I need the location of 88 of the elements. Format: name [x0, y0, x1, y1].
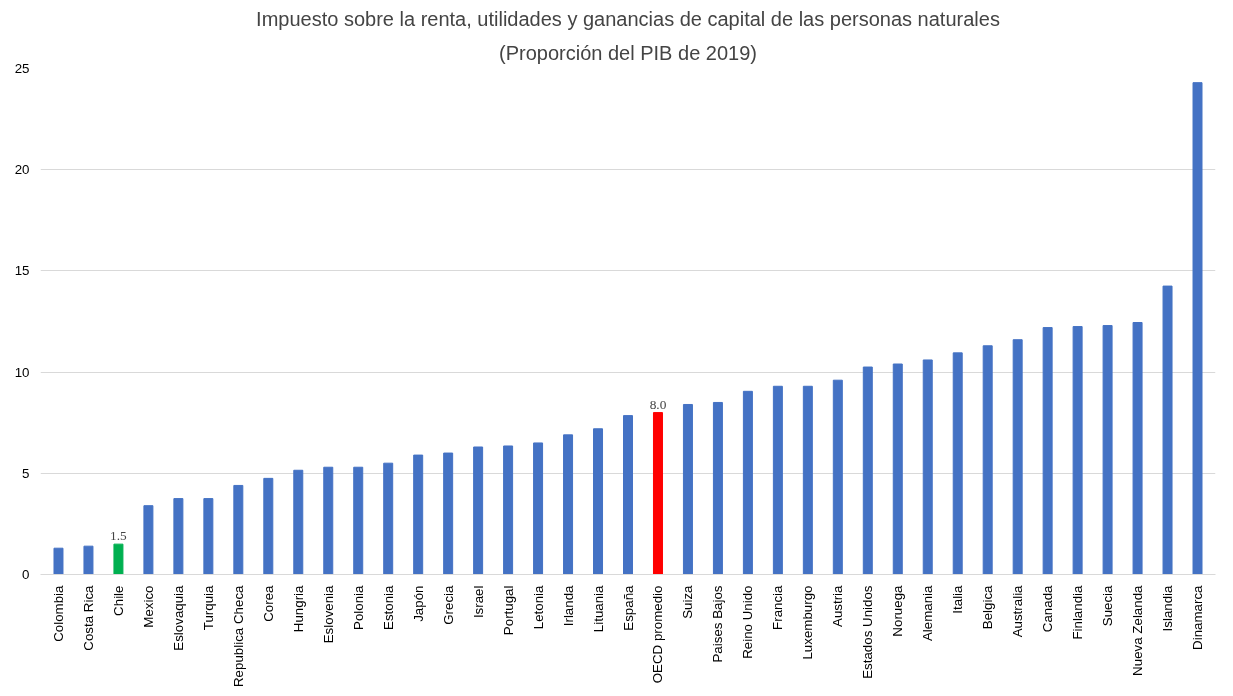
- x-tick-label: España: [620, 584, 636, 631]
- x-tick-label: Austria: [830, 584, 846, 627]
- x-tick-label: Costa Rica: [80, 584, 96, 651]
- bar: [772, 385, 783, 575]
- bar: [413, 454, 424, 575]
- bar: [682, 403, 693, 575]
- bar: [1132, 322, 1143, 575]
- bar: [503, 445, 514, 575]
- bar: [563, 434, 574, 575]
- x-tick-label: Luxemburgo: [800, 585, 816, 660]
- x-tick-label: Estados Unidos: [860, 585, 876, 679]
- x-tick-label: Republica Checa: [230, 584, 246, 687]
- x-tick-label: Paises Bajos: [710, 585, 726, 663]
- bar: [113, 543, 124, 575]
- chart-subtitle: (Proporción del PIB de 2019): [499, 41, 757, 64]
- bar: [593, 428, 604, 575]
- bar: [263, 477, 274, 575]
- x-tick-label: Estonia: [380, 584, 396, 630]
- x-tick-label: Canada: [1040, 584, 1056, 633]
- x-tick-label: Chile: [110, 585, 126, 616]
- bar: [712, 401, 723, 575]
- x-tick-label: Dinamarca: [1190, 584, 1206, 650]
- chart-title: Impuesto sobre la renta, utilidades y ganancias de capital de las personas naturales: [256, 7, 1000, 30]
- bar: [922, 359, 933, 575]
- x-tick-label: Letonia: [530, 584, 546, 630]
- x-tick-label: Italia: [950, 584, 966, 614]
- bar: [1072, 326, 1083, 575]
- y-tick-label: 20: [14, 162, 30, 178]
- bar: [982, 345, 993, 575]
- x-tick-label: Mexico: [140, 585, 156, 628]
- x-tick-label: Suecia: [1100, 584, 1116, 627]
- y-tick-label: 0: [22, 567, 30, 582]
- bar: [802, 385, 813, 575]
- bar: [1042, 327, 1053, 575]
- x-tick-label: Reino Unido: [740, 585, 756, 659]
- bar: [832, 379, 843, 575]
- x-tick-label: Polonia: [350, 584, 366, 630]
- bar: [323, 466, 334, 575]
- bar: [892, 363, 903, 575]
- bar: [83, 545, 94, 575]
- bar: [862, 366, 873, 575]
- x-tick-label: Lituania: [590, 584, 606, 633]
- y-tick-label: 25: [14, 61, 30, 76]
- x-tick-label: Grecia: [440, 584, 456, 625]
- bar: [1192, 82, 1203, 575]
- y-tick-label: 5: [22, 465, 30, 481]
- bar: [473, 446, 484, 575]
- bar: [53, 547, 64, 575]
- bar: [443, 452, 454, 575]
- x-tick-label: Corea: [260, 584, 276, 622]
- x-tick-label: Finlandia: [1070, 584, 1086, 640]
- data-label: 1.5: [110, 528, 128, 544]
- bar: [1012, 339, 1023, 575]
- x-tick-label: Noruega: [890, 584, 906, 637]
- bar: [952, 352, 963, 575]
- y-tick-label: 10: [14, 364, 30, 380]
- x-tick-label: Japón: [410, 585, 426, 622]
- x-tick-label: Islandia: [1160, 584, 1176, 632]
- bar: [233, 484, 244, 575]
- x-tick-label: Australia: [1010, 584, 1026, 638]
- bar: [293, 469, 304, 575]
- x-tick-label: Francia: [770, 584, 786, 630]
- bar: [173, 498, 184, 575]
- x-tick-label: Eslovenia: [320, 584, 336, 644]
- x-tick-label: Alemania: [920, 584, 936, 642]
- x-tick-label: Irlanda: [560, 584, 576, 627]
- x-tick-label: OECD promedio: [650, 585, 666, 684]
- bar: [742, 390, 753, 575]
- bar: [623, 415, 633, 575]
- x-tick-label: Hungria: [290, 584, 306, 633]
- x-tick-label: Israel: [470, 585, 486, 619]
- bar: [1102, 325, 1113, 575]
- x-tick-label: Nueva Zelanda: [1130, 584, 1146, 676]
- bar: [203, 498, 214, 575]
- y-tick-label: 15: [14, 263, 30, 279]
- bar: [1162, 285, 1173, 575]
- bar: [533, 442, 544, 575]
- bar: [383, 462, 394, 575]
- x-tick-label: Suiza: [680, 584, 696, 619]
- x-tick-label: Portugal: [500, 585, 516, 636]
- bar: [652, 412, 663, 575]
- x-tick-label: Turquia: [200, 584, 216, 631]
- bar: [353, 466, 364, 575]
- data-label: 8.0: [649, 396, 667, 412]
- x-tick-label: Colombia: [50, 584, 66, 642]
- x-tick-label: Belgica: [980, 584, 996, 630]
- x-tick-label: Eslovaquia: [170, 584, 186, 651]
- bar: [143, 505, 154, 575]
